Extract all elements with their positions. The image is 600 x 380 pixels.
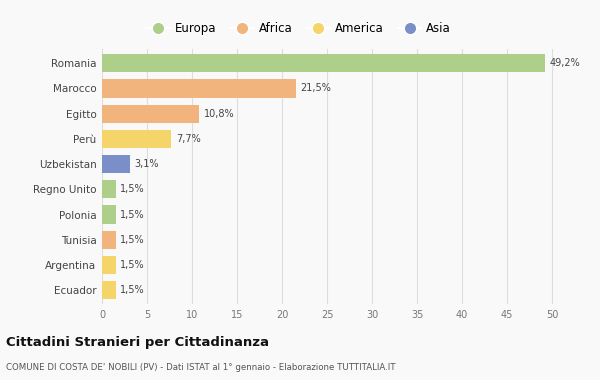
Text: 1,5%: 1,5% (120, 260, 145, 270)
Bar (102, 130, 172, 148)
Text: 49,2%: 49,2% (550, 58, 580, 68)
Bar (102, 231, 116, 249)
Text: 10,8%: 10,8% (204, 109, 235, 119)
Text: 1,5%: 1,5% (120, 285, 145, 295)
Bar (102, 79, 296, 98)
Text: 21,5%: 21,5% (300, 84, 331, 93)
Bar (102, 281, 116, 299)
Bar (102, 256, 116, 274)
Bar (102, 105, 199, 123)
Text: COMUNE DI COSTA DE' NOBILI (PV) - Dati ISTAT al 1° gennaio - Elaborazione TUTTIT: COMUNE DI COSTA DE' NOBILI (PV) - Dati I… (6, 363, 395, 372)
Text: 1,5%: 1,5% (120, 235, 145, 245)
Text: 1,5%: 1,5% (120, 209, 145, 220)
Legend: Europa, Africa, America, Asia: Europa, Africa, America, Asia (142, 17, 455, 40)
Text: Cittadini Stranieri per Cittadinanza: Cittadini Stranieri per Cittadinanza (6, 336, 269, 349)
Text: 3,1%: 3,1% (134, 159, 159, 169)
Bar (102, 180, 116, 198)
Text: 7,7%: 7,7% (176, 134, 200, 144)
Text: 1,5%: 1,5% (120, 184, 145, 194)
Bar (102, 206, 116, 223)
Bar (102, 155, 130, 173)
Bar (102, 54, 545, 72)
